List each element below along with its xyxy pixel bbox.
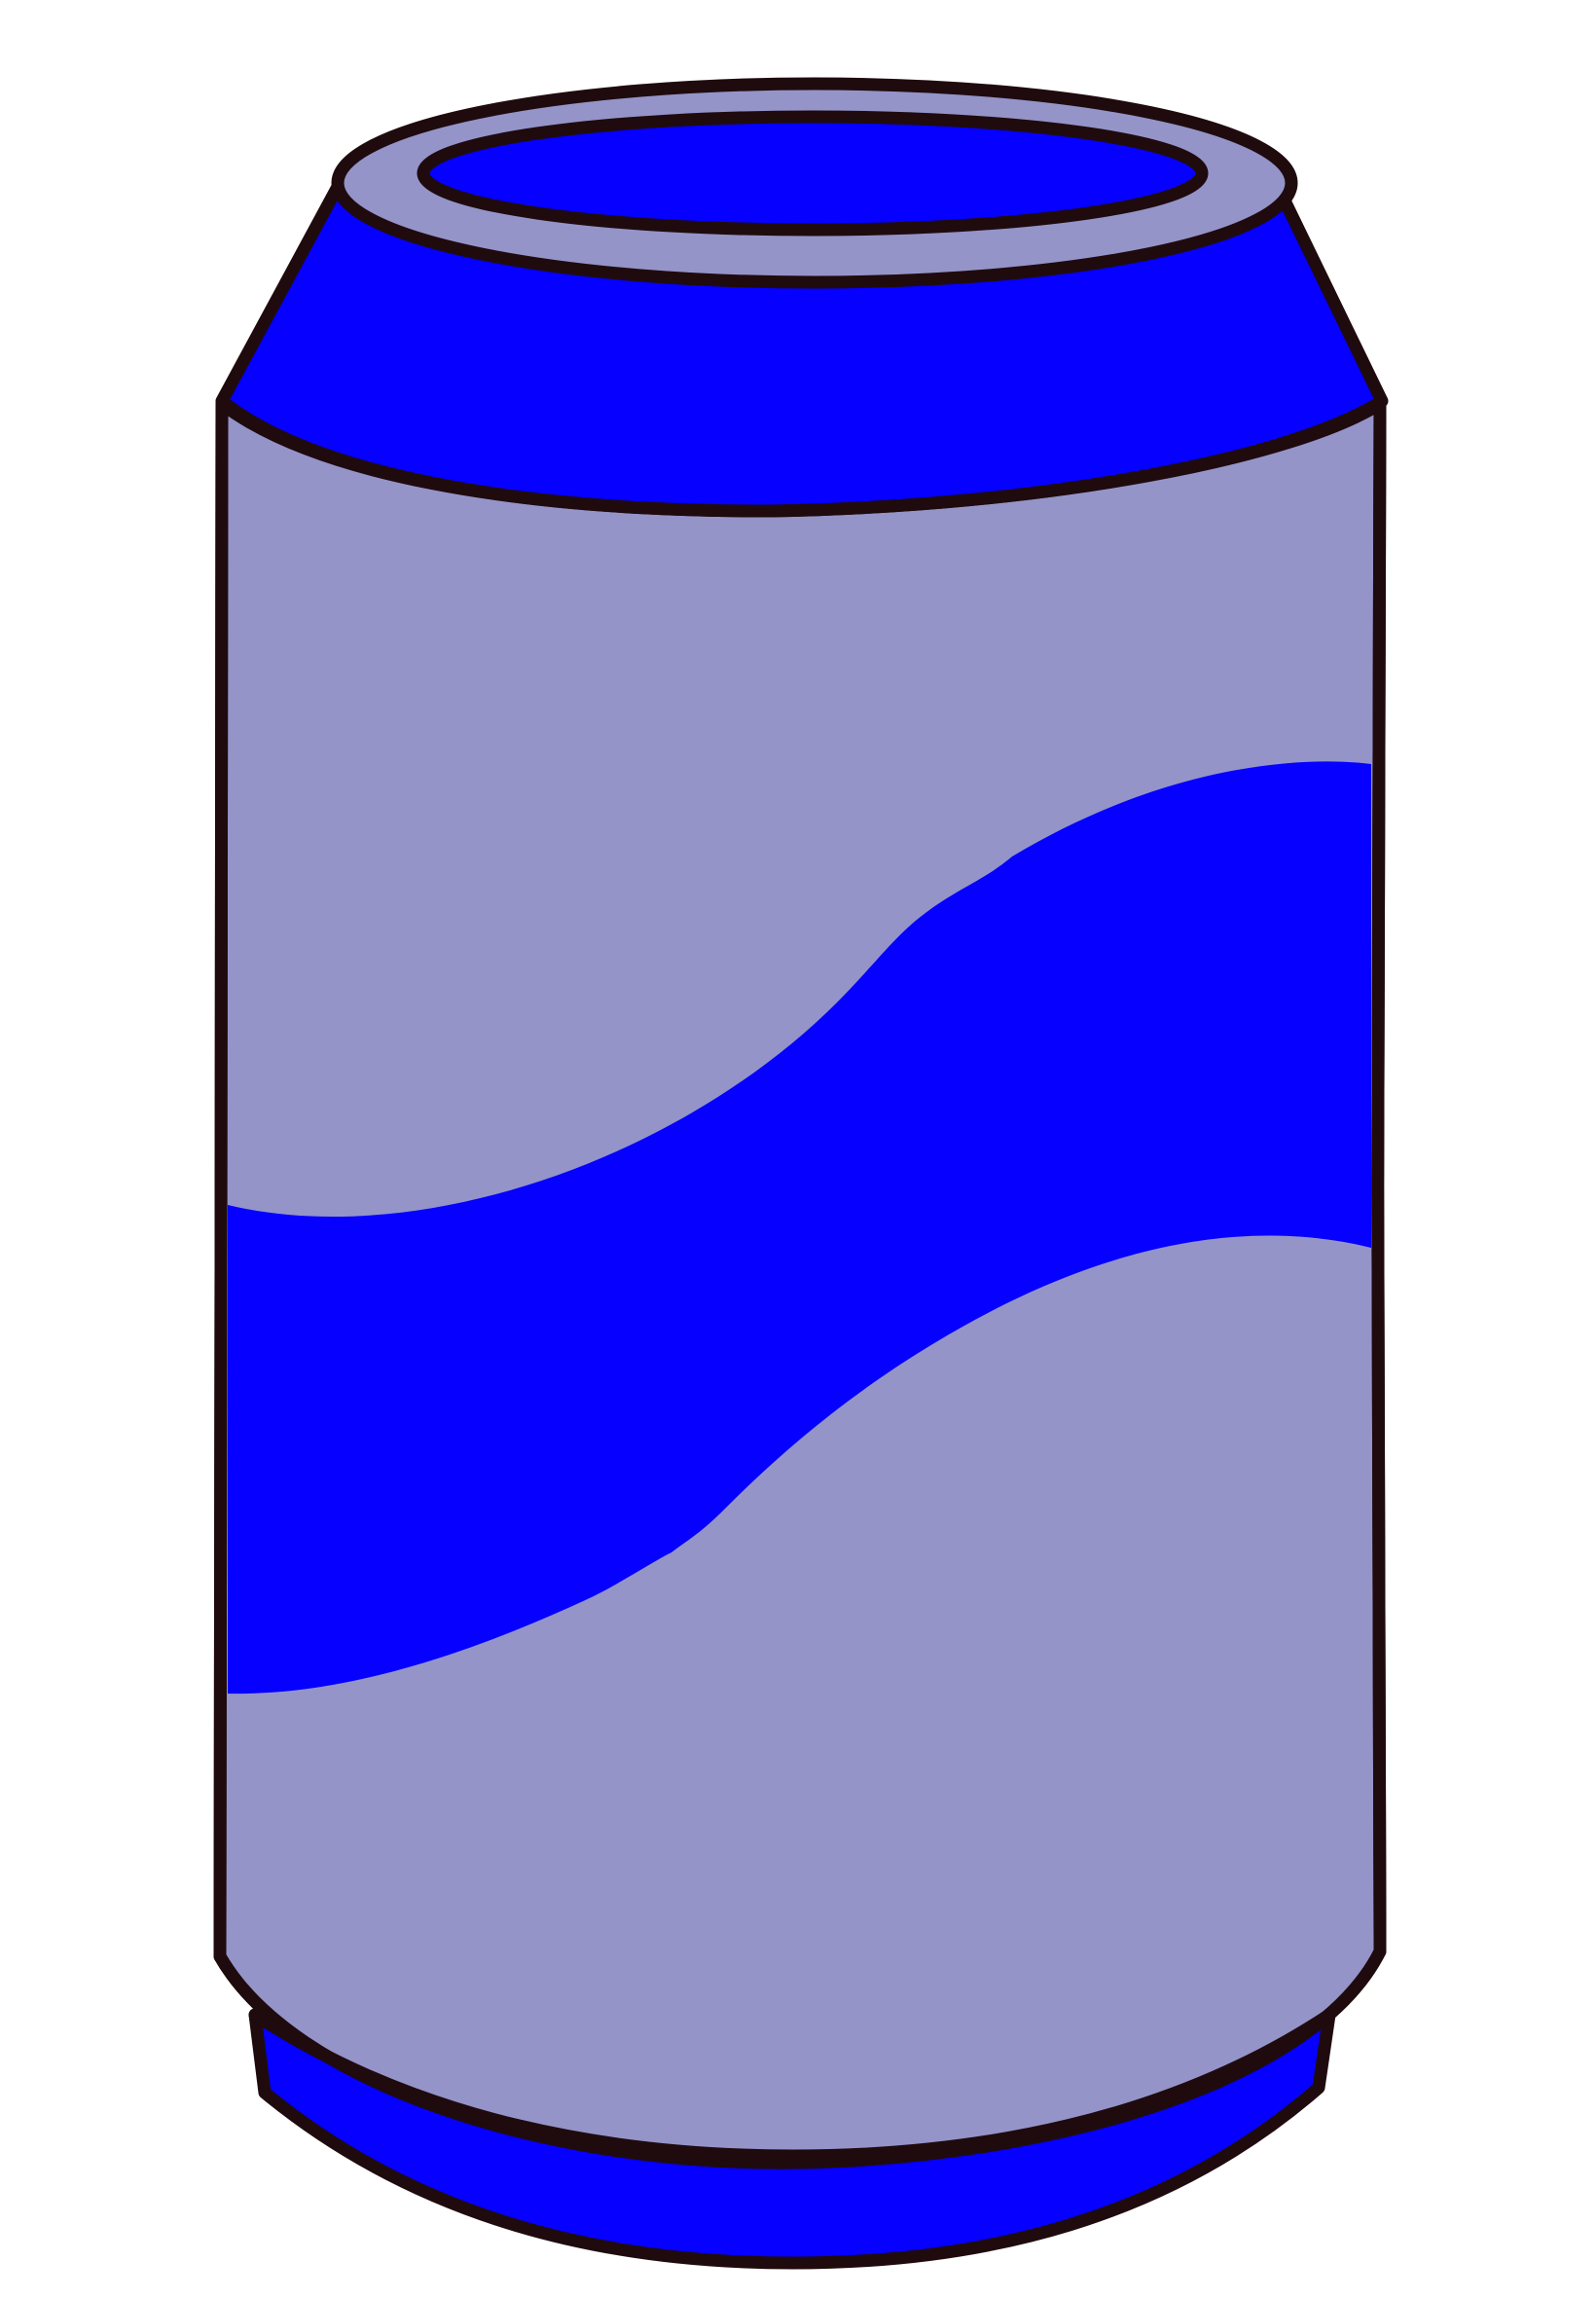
- can-bottom-edge: [248, 2008, 1336, 2163]
- can-wave-band: [228, 761, 1371, 1695]
- can-lid-top: [417, 110, 1209, 237]
- can-body-outline: [213, 397, 1387, 2169]
